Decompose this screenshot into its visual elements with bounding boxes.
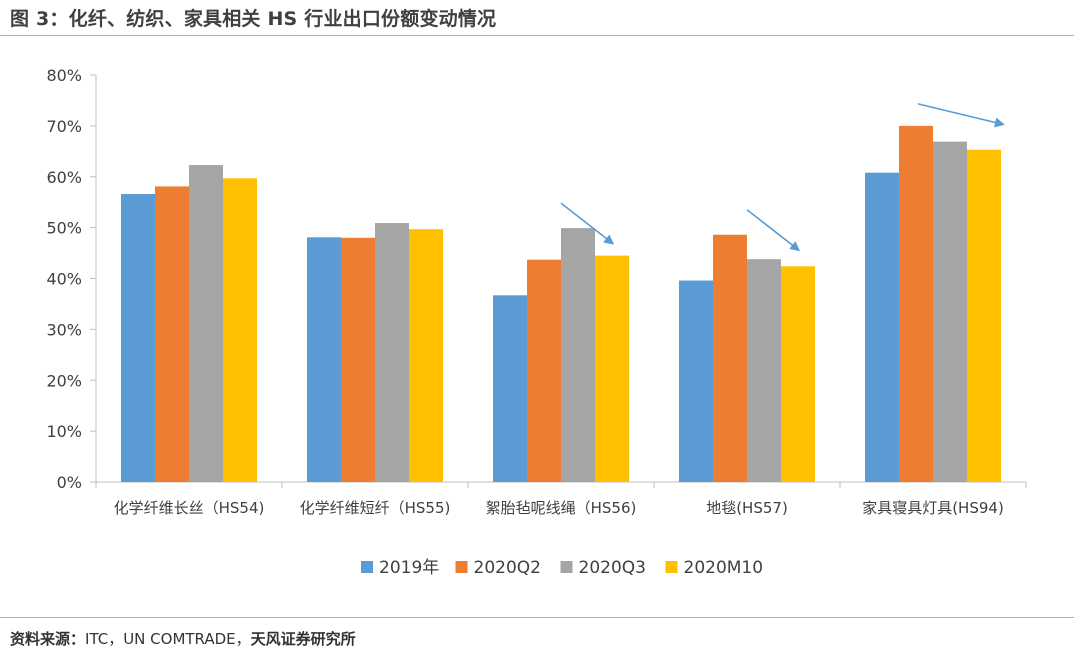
legend-swatch	[665, 561, 678, 573]
bar	[561, 228, 595, 482]
source-divider	[0, 617, 1074, 618]
bar	[781, 266, 815, 482]
bar	[375, 223, 409, 482]
legend: 2019年 2020Q2 2020Q3 2020M10	[361, 558, 763, 578]
legend-label: 2019年	[379, 558, 439, 578]
figure-title: 图 3：化纤、纺织、家具相关 HS 行业出口份额变动情况	[10, 8, 497, 30]
y-tick-label: 70%	[46, 117, 82, 136]
bar	[307, 237, 341, 482]
trend-arrows	[560, 103, 1005, 252]
source-label: 资料来源：	[10, 630, 86, 648]
legend-label: 2020Q3	[579, 558, 646, 578]
bar	[865, 172, 899, 482]
bar	[899, 125, 933, 482]
bar	[341, 237, 375, 482]
category-label: 家具寝具灯具(HS94)	[862, 499, 1004, 517]
y-tick-label: 20%	[46, 371, 82, 390]
bar	[189, 165, 223, 482]
source-text: ITC，UN COMTRADE，	[85, 630, 251, 648]
bar	[747, 259, 781, 482]
bar	[595, 255, 629, 482]
legend-swatch	[361, 561, 373, 573]
bar	[713, 234, 747, 482]
y-axis: 0% 10% 20% 30% 40% 50% 60% 70% 80%	[46, 66, 97, 492]
category-label: 地毯(HS57)	[706, 499, 788, 517]
legend-label: 2020Q2	[474, 558, 541, 578]
y-tick-label: 40%	[46, 270, 82, 289]
bar	[223, 178, 257, 482]
bar	[409, 229, 443, 482]
source-org: 天风证券研究所	[250, 630, 356, 648]
legend-swatch	[560, 561, 573, 573]
y-tick-label: 80%	[46, 66, 82, 85]
bars	[121, 125, 1001, 483]
y-tick-label: 0%	[57, 473, 82, 492]
legend-swatch	[455, 561, 468, 573]
trend-arrow	[917, 103, 1005, 128]
bar	[493, 295, 527, 482]
y-tick-label: 50%	[46, 219, 82, 238]
trend-arrow	[560, 202, 615, 245]
source-note: 资料来源：ITC，UN COMTRADE，天风证券研究所	[10, 628, 356, 649]
bar-chart: 0%10%20%30%40%50%60%70%80% 化学纤维长丝（HS54) 化…	[46, 66, 1027, 578]
bar	[679, 280, 713, 482]
trend-arrow	[746, 209, 801, 252]
x-axis: 化学纤维长丝（HS54) 化学纤维短纤（HS55) 絮胎毡呢线绳（HS56) 地毯(H…	[95, 481, 1027, 517]
bar	[121, 194, 155, 483]
bar	[967, 149, 1001, 482]
category-label: 化学纤维长丝（HS54)	[114, 499, 265, 517]
legend-label: 2020M10	[684, 558, 764, 578]
y-tick-label: 30%	[46, 320, 82, 339]
category-label: 化学纤维短纤（HS55)	[300, 499, 451, 517]
category-label: 絮胎毡呢线绳（HS56)	[486, 499, 637, 517]
bar	[527, 259, 561, 482]
y-tick-label: 10%	[46, 422, 82, 441]
bar	[933, 141, 967, 483]
y-tick-label: 60%	[46, 168, 82, 187]
title-divider	[0, 35, 1074, 36]
bar	[155, 186, 189, 482]
